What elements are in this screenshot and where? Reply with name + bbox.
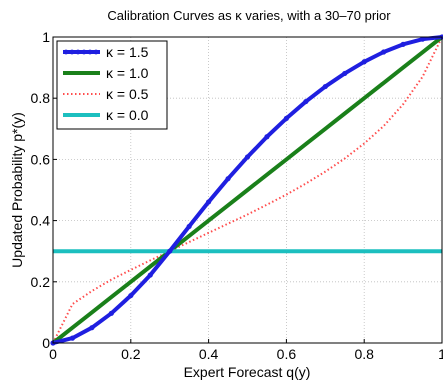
series-point-0-2 [89, 325, 95, 331]
legend-marker-0-0 [63, 49, 69, 55]
series-point-0-7 [186, 223, 192, 230]
legend-marker-0-4 [87, 49, 93, 55]
series-point-0-10 [244, 154, 251, 160]
series-point-0-17 [381, 49, 387, 55]
legend-marker-0-3 [81, 49, 87, 55]
legend-marker-0-2 [75, 49, 81, 55]
series-point-0-3 [108, 310, 114, 316]
series-point-0-12 [283, 115, 289, 121]
series-point-0-1 [69, 335, 76, 341]
y-tick-label-4: 0.8 [31, 90, 51, 106]
y-tick-label-3: 0.6 [31, 151, 51, 167]
series-point-0-14 [322, 83, 328, 90]
series-line-1 [51, 35, 443, 345]
series-line-2 [52, 36, 443, 344]
x-tick-label-4: 0.8 [354, 346, 374, 362]
chart-title: Calibration Curves as κ varies, with a 3… [107, 8, 391, 23]
legend: κ = 1.5 κ = 1.0 κ = 0.5 κ = 0.0 [56, 40, 168, 130]
legend-label-1: κ = 1.0 [106, 65, 149, 81]
series-point-0-18 [400, 41, 406, 47]
axis-ticks: 0 0.2 0.4 0.6 0.8 1 0 0.2 0.4 0.6 0.8 1 [31, 29, 443, 362]
x-tick-label-0: 0 [49, 346, 57, 362]
legend-label-0: κ = 1.5 [106, 44, 149, 60]
series-point-0-6 [167, 248, 173, 254]
series-point-0-15 [342, 70, 348, 77]
legend-label-2: κ = 0.5 [106, 86, 149, 102]
plot-frame [52, 36, 443, 344]
y-tick-label-2: 0.4 [31, 213, 51, 229]
x-tick-label-1: 0.2 [121, 346, 141, 362]
y-tick-label-1: 0.2 [31, 274, 51, 290]
legend-marker-0-1 [69, 49, 75, 55]
series-layer [50, 34, 443, 346]
series-point-0-5 [147, 272, 153, 278]
y-axis-label: Updated Probability p*(y) [9, 112, 25, 268]
y-tick-label-0: 0 [42, 335, 50, 351]
series-point-0-19 [419, 36, 426, 42]
series-point-0-11 [264, 134, 270, 140]
series-point-0-13 [303, 98, 309, 105]
legend-marker-0-5 [93, 49, 99, 55]
x-tick-label-2: 0.4 [199, 346, 219, 362]
series-point-0-4 [128, 292, 134, 299]
x-tick-label-5: 1 [438, 346, 443, 362]
y-tick-label-5: 1 [42, 29, 50, 45]
x-axis-label: Expert Forecast q(y) [184, 364, 311, 380]
series-point-0-16 [361, 59, 367, 65]
series-point-0-9 [225, 176, 231, 182]
series-point-0-8 [206, 199, 212, 205]
legend-label-3: κ = 0.0 [106, 107, 149, 123]
x-tick-label-3: 0.6 [277, 346, 297, 362]
